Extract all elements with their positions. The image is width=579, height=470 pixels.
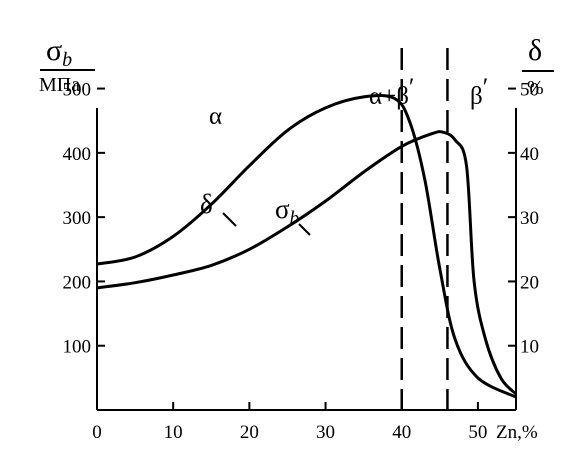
sigma-leader bbox=[298, 223, 311, 236]
left-tick-label: 200 bbox=[63, 272, 92, 293]
phase-boundaries bbox=[400, 48, 449, 420]
right-ticks: 10 20 30 40 50 bbox=[508, 80, 539, 358]
delta-symbol: δ bbox=[528, 34, 542, 67]
x-tick-label: 20 bbox=[240, 422, 259, 443]
x-axis-label: Zn,% bbox=[496, 422, 538, 443]
sigma-curve-label: σb bbox=[275, 194, 299, 229]
region-alpha: α bbox=[209, 103, 222, 130]
sigma-b-curve bbox=[96, 130, 518, 396]
x-ticks: 0 10 20 30 40 50 bbox=[92, 402, 487, 443]
right-tick-label: 20 bbox=[520, 272, 539, 293]
x-tick-label: 50 bbox=[468, 422, 487, 443]
left-tick-label: 100 bbox=[63, 337, 92, 358]
left-axis-title: σb МПа bbox=[39, 34, 95, 96]
x-tick-label: 30 bbox=[316, 422, 335, 443]
curve-labels: δ σb bbox=[200, 189, 311, 236]
left-tick-label: 300 bbox=[63, 208, 92, 229]
sigma-symbol: σ bbox=[46, 34, 62, 67]
axes bbox=[96, 108, 517, 411]
delta-leader bbox=[222, 212, 237, 227]
curves bbox=[96, 93, 518, 399]
delta-curve-label: δ bbox=[200, 189, 213, 219]
left-ticks: 100 200 300 400 500 bbox=[63, 80, 105, 358]
right-unit: % bbox=[527, 77, 544, 99]
left-unit: МПа bbox=[39, 74, 80, 96]
region-alpha-beta: α+β′ bbox=[369, 74, 414, 110]
phase-region-labels: α α+β′ β′ bbox=[209, 74, 488, 130]
left-tick-label: 500 bbox=[63, 80, 92, 101]
left-tick-label: 400 bbox=[63, 144, 92, 165]
svg-text:σb: σb bbox=[46, 34, 72, 71]
delta-curve bbox=[96, 93, 517, 399]
x-tick-label: 10 bbox=[164, 422, 183, 443]
right-axis-title: δ % bbox=[522, 34, 554, 99]
sigma-subscript: b bbox=[62, 49, 72, 71]
x-tick-label: 0 bbox=[92, 422, 102, 443]
right-tick-label: 10 bbox=[520, 337, 539, 358]
right-tick-label: 30 bbox=[520, 208, 539, 229]
x-tick-label: 40 bbox=[392, 422, 411, 443]
right-tick-label: 40 bbox=[520, 144, 539, 165]
region-beta: β′ bbox=[470, 74, 488, 110]
right-tick-label: 50 bbox=[520, 80, 539, 101]
